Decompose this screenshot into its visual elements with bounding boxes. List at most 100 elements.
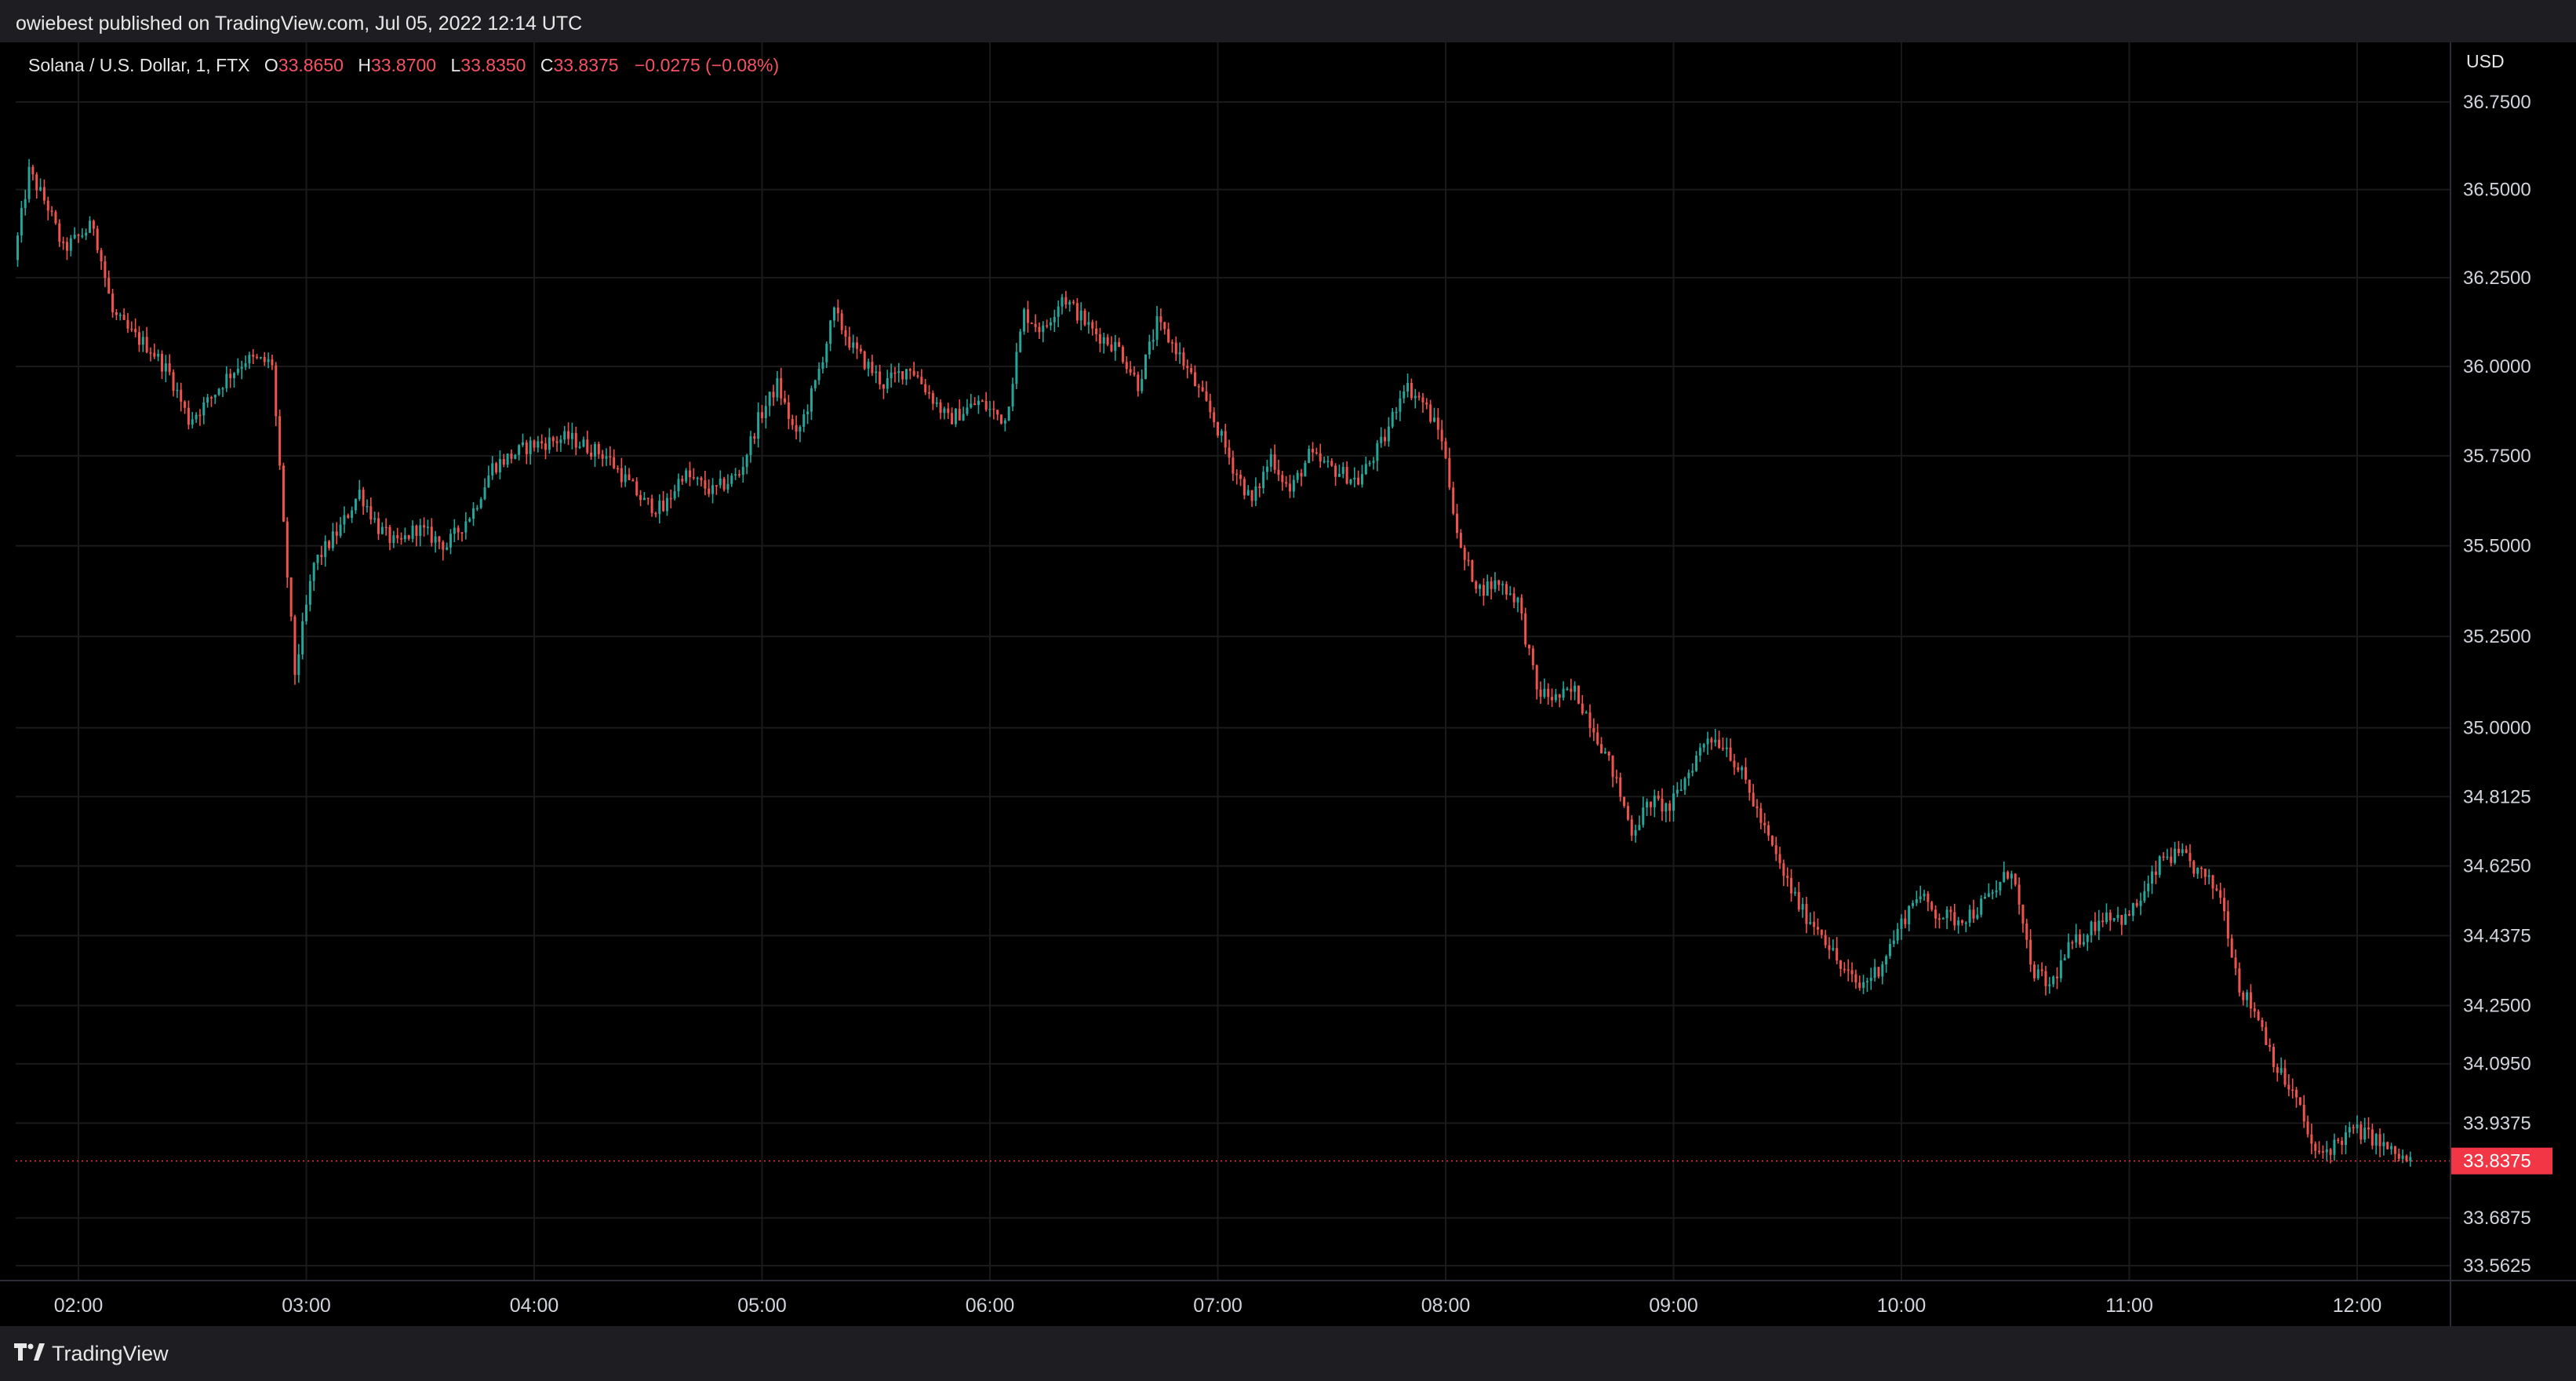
- candle-body: [256, 356, 259, 359]
- candle-body: [1729, 747, 1732, 761]
- y-tick-label: 36.7500: [2463, 92, 2531, 113]
- candle-body: [829, 320, 832, 344]
- candle-body: [115, 312, 118, 315]
- x-tick-label: 07:00: [1193, 1295, 1243, 1317]
- candle-body: [1106, 337, 1109, 344]
- publish-info: owiebest published on TradingView.com, J…: [16, 13, 583, 35]
- candle-body: [442, 541, 445, 550]
- candle-body: [2386, 1142, 2389, 1150]
- candle-body: [1824, 935, 1827, 946]
- candle-body: [711, 485, 715, 494]
- candle-body: [362, 490, 365, 507]
- candle-body: [89, 220, 92, 233]
- candle-body: [1672, 793, 1675, 811]
- price-chart[interactable]: 33.8375 36.7500 36.5000 36.2500 36.0000 35.7…: [0, 42, 2576, 1326]
- candle-body: [673, 490, 676, 499]
- candle-body: [1023, 309, 1026, 332]
- candle-body: [449, 534, 452, 548]
- candle-body: [1209, 400, 1212, 413]
- candle-body: [844, 330, 847, 337]
- candle-body: [1927, 893, 1930, 902]
- candle-body: [46, 200, 49, 211]
- candle-body: [1170, 342, 1173, 344]
- candle-body: [1095, 328, 1098, 334]
- candle-body: [1486, 581, 1489, 596]
- candle-body: [1623, 796, 1626, 807]
- candle-body: [2344, 1132, 2347, 1146]
- candle-body: [1053, 316, 1056, 322]
- candle-body: [1566, 688, 1569, 690]
- candle-body: [1068, 301, 1072, 305]
- candle-body: [2363, 1128, 2367, 1140]
- candle-body: [1885, 956, 1888, 965]
- candle-body: [2086, 935, 2089, 942]
- candle-body: [1159, 316, 1162, 322]
- candle-body: [1190, 368, 1193, 373]
- candle-body: [1003, 420, 1006, 424]
- candle-body: [403, 535, 406, 540]
- candle-body: [928, 392, 931, 394]
- candle-body: [510, 454, 513, 459]
- candle-body: [1083, 310, 1086, 325]
- candle-body: [502, 459, 505, 465]
- candle-body: [2029, 939, 2032, 965]
- candle-body: [1403, 391, 1406, 399]
- candle-body: [947, 408, 950, 414]
- candle-body: [1315, 452, 1318, 454]
- candle-body: [1854, 974, 1857, 983]
- x-tick-label: 08:00: [1421, 1295, 1471, 1317]
- candle-body: [1588, 712, 1592, 728]
- candle-body: [2036, 969, 2039, 978]
- candle-body: [1999, 881, 2002, 891]
- candle-body: [430, 527, 433, 543]
- candle-body: [377, 518, 380, 534]
- candle-body: [912, 370, 915, 376]
- candle-body: [836, 307, 839, 314]
- candle-body: [624, 474, 627, 483]
- candle-body: [1934, 909, 1937, 919]
- candle-body: [358, 490, 361, 500]
- footer: TradingView: [0, 1326, 2576, 1381]
- y-tick-label: 36.2500: [2463, 268, 2531, 289]
- candle-body: [1638, 825, 1641, 830]
- candle-body: [24, 199, 27, 209]
- candle-body: [1121, 347, 1124, 363]
- candle-body: [1941, 918, 1945, 920]
- candle-body: [1801, 904, 1804, 910]
- candle-body: [2018, 884, 2021, 905]
- candle-body: [935, 402, 938, 404]
- candle-body: [1581, 703, 1584, 714]
- candle-body: [1733, 760, 1736, 767]
- candle-body: [540, 441, 544, 444]
- candle-body: [1368, 462, 1371, 465]
- candle-body: [209, 397, 213, 399]
- candle-body: [537, 441, 540, 448]
- candle-body: [1767, 825, 1770, 836]
- candle-body: [2378, 1134, 2381, 1146]
- candle-body: [2382, 1142, 2385, 1146]
- y-tick-label: 35.7500: [2463, 446, 2531, 467]
- candle-body: [50, 210, 53, 212]
- candle-body: [2203, 869, 2207, 877]
- candle-body: [54, 211, 57, 224]
- candle-body: [479, 499, 482, 508]
- candle-body: [1953, 912, 1956, 926]
- tradingview-logo-icon[interactable]: [14, 1343, 45, 1362]
- chart-area[interactable]: 33.8375 36.7500 36.5000 36.2500 36.0000 35.7…: [0, 42, 2576, 1326]
- axes: 36.7500 36.5000 36.2500 36.0000 35.7500 35.50…: [0, 42, 2576, 1326]
- candle-body: [753, 435, 756, 439]
- candle-body: [1562, 688, 1565, 698]
- tradingview-brand[interactable]: TradingView: [52, 1342, 169, 1365]
- candle-body: [2401, 1155, 2404, 1159]
- candle-body: [168, 363, 171, 373]
- candle-body: [1300, 472, 1303, 477]
- candle-body: [1391, 411, 1394, 427]
- candle-body: [434, 536, 437, 543]
- candle-body: [316, 555, 319, 563]
- candle-body: [1312, 449, 1315, 453]
- candle-body: [1380, 436, 1383, 443]
- candle-body: [107, 278, 111, 294]
- candle-body: [970, 403, 973, 408]
- last-price-label: 33.8375: [2463, 1151, 2531, 1172]
- candle-body: [1399, 398, 1402, 412]
